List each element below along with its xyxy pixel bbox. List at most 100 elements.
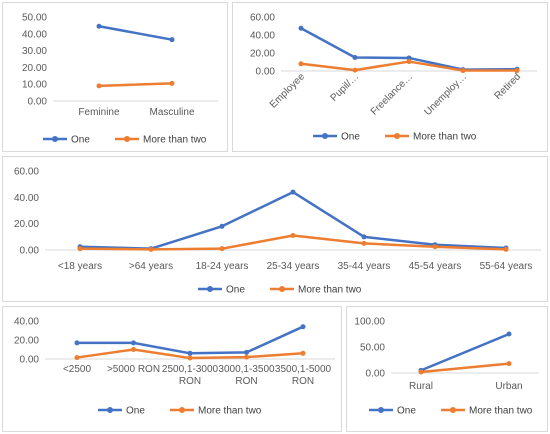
x-tick-label: Pupil/… [329, 71, 362, 104]
x-tick-label: 3000,1-3500 RON [218, 364, 275, 387]
legend-label: One [226, 285, 245, 296]
data-point [131, 340, 136, 346]
data-point [432, 244, 438, 250]
data-point [169, 80, 175, 86]
legend-label: One [126, 406, 145, 417]
data-point [219, 246, 225, 252]
series-line-0 [75, 325, 305, 355]
y-tick-label: 40.00 [14, 193, 39, 204]
data-point [290, 233, 296, 239]
x-tick-label: >64 years [129, 261, 173, 272]
series-line-0 [78, 190, 508, 250]
y-tick-label: 20.00 [14, 336, 39, 347]
legend-swatch-marker [378, 407, 384, 413]
chart-panel-residence: 0.00 50.00 100.00 Rural Urban One More than tw… [346, 306, 548, 432]
legend-swatch-marker [322, 133, 328, 139]
x-tick-label: Rural [409, 381, 433, 392]
x-tick-label: Retired [493, 71, 524, 102]
data-point [361, 234, 367, 240]
legend-swatch-marker [52, 136, 58, 142]
legend-label: More than two [413, 132, 477, 143]
y-tick-label: 100.00 [354, 317, 385, 328]
chart-residence-svg: 0.00 50.00 100.00 Rural Urban One More than tw… [354, 317, 539, 417]
data-point [361, 240, 367, 246]
y-tick-label: 20.00 [250, 49, 275, 60]
x-tick-label: Freelance… [369, 71, 415, 117]
data-point [74, 340, 80, 346]
x-tick-label: Unemploy… [422, 71, 469, 118]
data-point [300, 324, 306, 330]
y-tick-label: 40.00 [22, 29, 47, 40]
legend-label: More than two [143, 135, 207, 146]
chart-gender-svg: 0.00 10.00 20.00 30.00 40.00 50.00 Feminine Mas… [22, 13, 218, 146]
x-tick-label: 35-44 years [338, 261, 391, 272]
data-point [406, 55, 412, 61]
data-point [514, 68, 520, 74]
y-tick-label: 0.00 [20, 355, 40, 366]
data-point [219, 223, 225, 229]
y-tick-label: 10.00 [22, 80, 47, 91]
data-point [77, 246, 83, 252]
legend-swatch-marker [207, 286, 213, 292]
data-point [187, 355, 193, 361]
x-tick-label: 55-64 years [480, 261, 533, 272]
chart-panel-gender: 0.00 10.00 20.00 30.00 40.00 50.00 Feminine Mas… [2, 2, 228, 152]
data-point [131, 347, 136, 352]
y-tick-label: 40.00 [250, 31, 275, 42]
series-line-0 [419, 332, 511, 372]
x-tick-label: Urban [495, 381, 522, 392]
y-tick-label: 60.00 [14, 167, 39, 178]
legend-swatch-marker [394, 133, 400, 139]
x-tick-label: 2500,1-3000 RON [162, 364, 219, 387]
y-tick-label: 20.00 [14, 219, 39, 230]
x-tick-label: Masculine [149, 107, 194, 118]
series-line-1 [419, 362, 511, 374]
data-point [300, 350, 306, 356]
legend-label: More than two [469, 406, 533, 417]
data-point [244, 354, 249, 360]
x-tick-label: 3500,1-5000 RON [275, 364, 332, 387]
legend-label: More than two [198, 406, 262, 417]
data-point [74, 355, 80, 361]
x-tick-label: >5000 RON [107, 364, 160, 375]
data-point [418, 369, 424, 375]
data-point [298, 61, 304, 67]
y-tick-label: 60.00 [250, 13, 275, 24]
data-point [460, 68, 466, 74]
series-line-1 [97, 82, 174, 88]
x-tick-label: 45-54 years [409, 261, 462, 272]
y-tick-label: 0.00 [20, 246, 40, 257]
data-point [406, 59, 412, 65]
y-tick-label: 0.00 [366, 369, 386, 380]
data-point [148, 246, 154, 252]
y-tick-label: 50.00 [22, 13, 47, 24]
x-tick-label: 25-34 years [267, 261, 320, 272]
data-point [96, 23, 102, 29]
y-tick-label: 30.00 [22, 46, 47, 57]
legend-swatch-marker [124, 136, 130, 142]
legend-label: One [341, 132, 360, 143]
data-point [169, 37, 175, 43]
legend-swatch-marker [279, 286, 285, 292]
y-tick-label: 20.00 [22, 63, 47, 74]
data-point [503, 246, 509, 252]
legend-swatch-marker [179, 407, 185, 413]
chart-panel-age: 0.00 20.00 40.00 60.00 <18 years >64 years 18-… [2, 156, 548, 302]
chart-income-svg: 0.00 20.00 40.00 <2500 >5000 RON 2500,1-3000 R… [14, 317, 335, 417]
data-point [506, 361, 512, 367]
data-point [352, 67, 358, 73]
chart-panel-occupation: 0.00 20.00 40.00 60.00 Employee Pupil/… Freela… [232, 2, 548, 152]
data-point [506, 331, 512, 337]
y-tick-label: 0.00 [256, 67, 276, 78]
chart-age-svg: 0.00 20.00 40.00 60.00 <18 years >64 years 18-… [14, 167, 541, 296]
x-tick-label: 18-24 years [196, 261, 249, 272]
y-tick-label: 50.00 [360, 343, 385, 354]
data-point [298, 25, 304, 31]
legend-label: One [71, 135, 90, 146]
legend-swatch-marker [107, 407, 113, 413]
series-line-0 [97, 24, 174, 41]
y-tick-label: 40.00 [14, 317, 39, 328]
chart-panel-income: 0.00 20.00 40.00 <2500 >5000 RON 2500,1-3000 R… [2, 306, 342, 432]
data-point [352, 55, 358, 60]
